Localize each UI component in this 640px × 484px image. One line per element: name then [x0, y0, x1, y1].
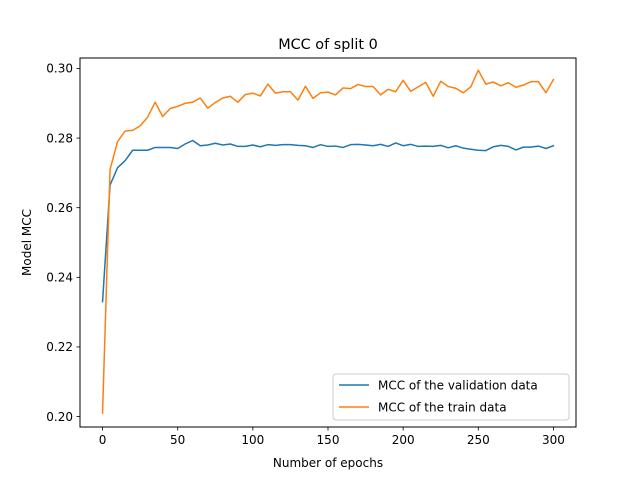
y-axis-ticks: 0.20 0.22 0.24 0.26 0.28 0.30 [46, 62, 80, 424]
plot-area-frame [79, 57, 577, 428]
series-layer [101, 69, 555, 414]
series-line-validation [101, 139, 555, 303]
legend-box [332, 373, 570, 421]
y-tick-label: 0.30 [46, 62, 73, 76]
series-line-train [101, 69, 555, 414]
y-tick-label: 0.26 [46, 201, 73, 215]
y-axis-label: Model MCC [20, 209, 34, 276]
chart-title: MCC of split 0 [278, 37, 378, 53]
y-tick-label: 0.20 [46, 410, 73, 424]
x-axis-ticks: 0 50 100 150 200 250 300 [99, 427, 565, 447]
x-axis-label: Number of epochs [273, 456, 383, 470]
x-tick-label: 200 [392, 433, 415, 447]
y-tick-label: 0.24 [46, 271, 73, 285]
legend: MCC of the validation data MCC of the tr… [332, 373, 570, 421]
x-tick-label: 50 [170, 433, 185, 447]
y-tick-label: 0.28 [46, 131, 73, 145]
x-tick-label: 150 [317, 433, 340, 447]
y-tick-label: 0.22 [46, 340, 73, 354]
x-tick-label: 0 [99, 433, 107, 447]
legend-label-train: MCC of the train data [378, 401, 507, 415]
x-tick-label: 100 [241, 433, 264, 447]
x-tick-label: 250 [467, 433, 490, 447]
legend-label-validation: MCC of the validation data [378, 379, 538, 393]
x-tick-label: 300 [542, 433, 565, 447]
